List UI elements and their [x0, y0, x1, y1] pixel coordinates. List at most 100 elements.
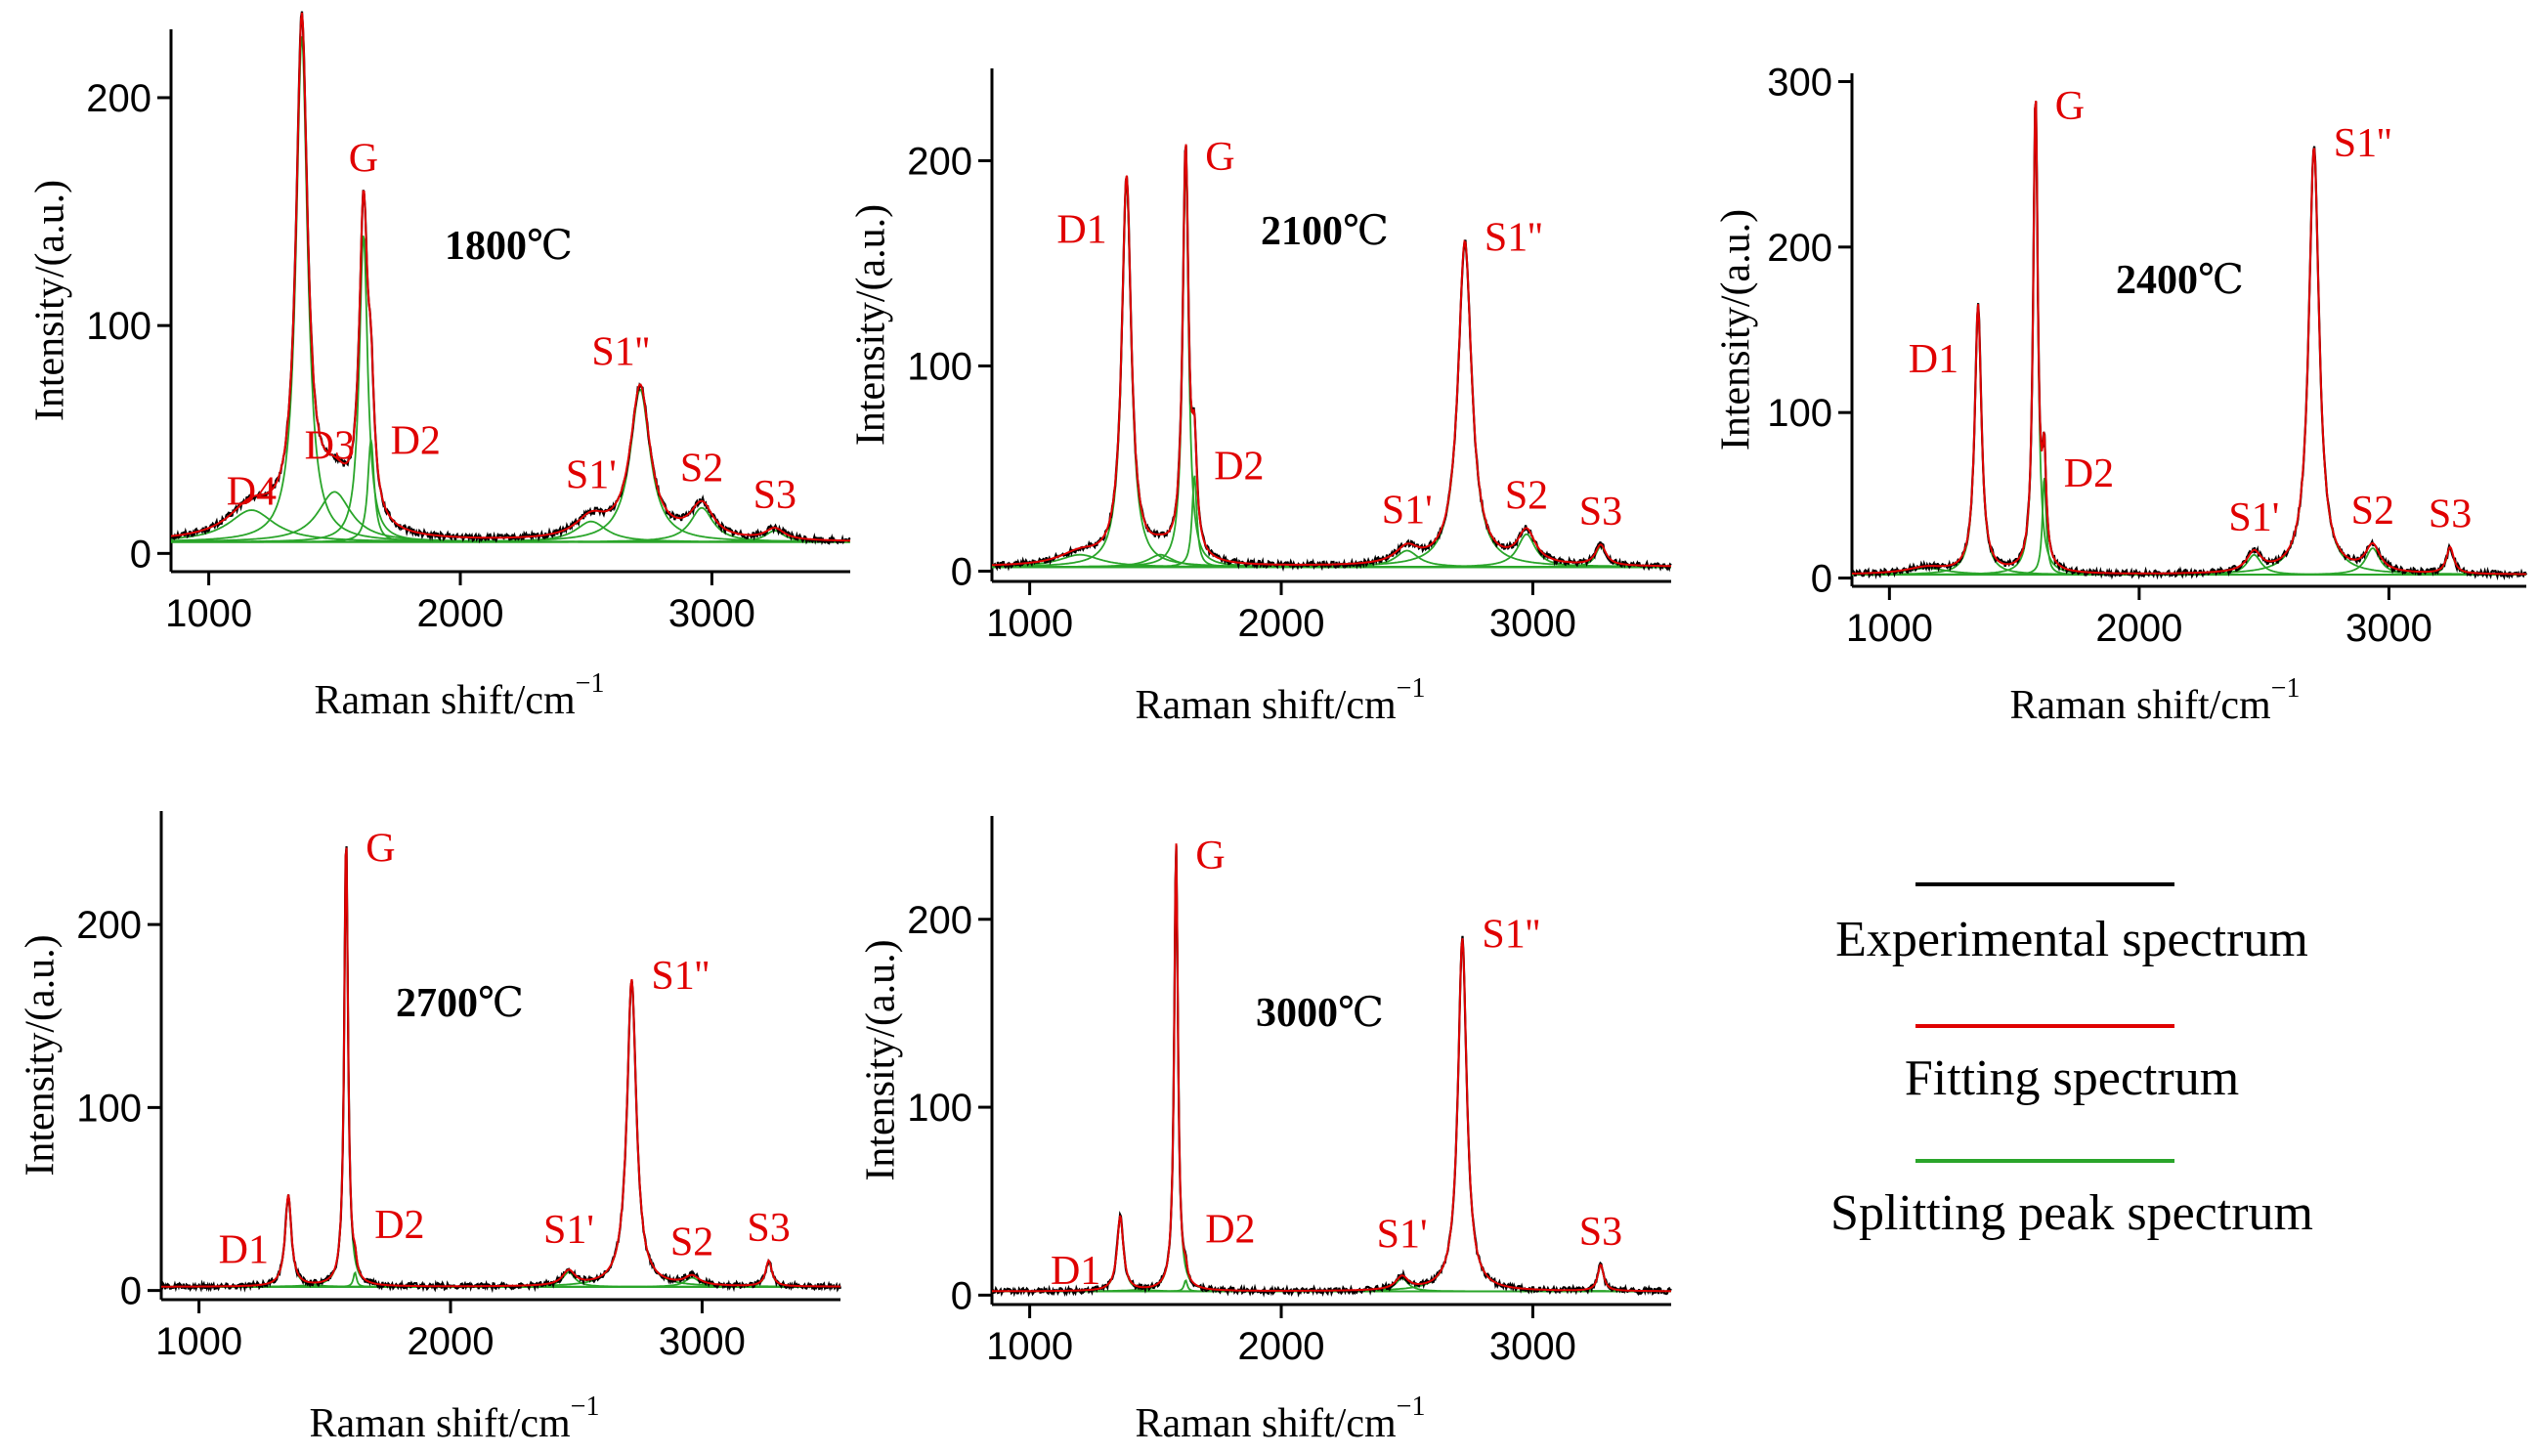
y-tick-label: 0 — [951, 551, 972, 594]
fitting-spectrum — [170, 12, 850, 542]
legend-label-splitting: Splitting peak spectrum — [1830, 1185, 2313, 1241]
x-axis-title-superscript: −1 — [2271, 673, 2301, 704]
experimental-spectrum — [991, 845, 1672, 1298]
peak-label-S3: S3 — [1579, 490, 1622, 535]
x-axis-title-superscript: −1 — [576, 668, 605, 699]
y-tick-label: 100 — [76, 1087, 142, 1130]
experimental-spectrum — [170, 11, 851, 546]
fitting-spectrum — [1851, 100, 2526, 576]
peak-label-S1p: S1' — [566, 453, 617, 498]
x-axis-title-superscript: −1 — [1397, 1392, 1426, 1422]
peak-label-G: G — [1195, 834, 1225, 878]
legend: Experimental spectrum Fitting spectrum S… — [1830, 882, 2313, 1241]
fitting-spectrum — [991, 843, 1671, 1293]
peak-label-G: G — [366, 826, 395, 871]
peak-label-D4: D4 — [227, 470, 277, 515]
splitting-peak-S3 — [992, 545, 1671, 569]
experimental-spectrum — [160, 846, 842, 1294]
peak-label-S2: S2 — [680, 447, 723, 492]
splitting-peak-D2 — [1852, 477, 2526, 576]
temperature-unit: ℃ — [2198, 258, 2244, 303]
peak-label-S1pp: S1'' — [2334, 121, 2392, 166]
x-axis-title-superscript: −1 — [1397, 673, 1426, 704]
temperature-value: 1800 — [445, 224, 527, 269]
y-tick-label: 100 — [907, 1087, 972, 1130]
chart-panel-1800: 0 100 200 1000 2000 3000 Intensity/(a.u.) Raman… — [28, 0, 851, 723]
y-tick-label: 0 — [120, 1270, 142, 1313]
temperature-unit: ℃ — [1343, 209, 1389, 254]
peak-label-D1: D1 — [1051, 1249, 1100, 1294]
x-tick-label: 1000 — [165, 592, 252, 635]
peak-label-S1pp: S1'' — [1482, 913, 1540, 958]
fitting-spectrum — [161, 847, 840, 1288]
peak-label-S2: S2 — [2351, 489, 2394, 534]
chart-panel-3000: 0 100 200 1000 2000 3000 Intensity/(a.u.) Raman… — [859, 816, 1672, 1446]
temperature-value: 3000 — [1256, 991, 1338, 1036]
y-axis-title: Intensity/(a.u.) — [19, 934, 64, 1176]
x-axis-title-superscript: −1 — [571, 1392, 600, 1422]
temperature-value: 2400 — [2116, 258, 2198, 303]
y-axis-title: Intensity/(a.u.) — [1714, 209, 1759, 450]
legend-label-experimental: Experimental spectrum — [1835, 912, 2308, 967]
splitting-peak-D1 — [171, 36, 850, 543]
temperature-label: 2700℃ — [396, 981, 524, 1026]
y-tick-label: 300 — [1767, 61, 1832, 104]
temperature-value: 2100 — [1261, 209, 1343, 254]
y-tick-label: 0 — [130, 533, 151, 576]
temperature-value: 2700 — [396, 981, 478, 1026]
peak-label-S1p: S1' — [1382, 488, 1433, 533]
y-tick-label: 100 — [86, 305, 151, 348]
peak-label-D1: D1 — [1056, 208, 1106, 253]
x-tick-label: 3000 — [1489, 602, 1576, 645]
splitting-peak-G — [992, 844, 1671, 1293]
legend-label-fitting: Fitting spectrum — [1905, 1050, 2239, 1106]
peak-label-D1: D1 — [277, 0, 326, 3]
splitting-peak-D2 — [992, 475, 1671, 569]
x-tick-label: 3000 — [668, 592, 755, 635]
temperature-label: 3000℃ — [1256, 991, 1384, 1036]
peak-label-G: G — [1205, 135, 1234, 180]
temperature-unit: ℃ — [478, 981, 524, 1026]
peak-label-S2: S2 — [1505, 473, 1548, 518]
y-axis-title: Intensity/(a.u.) — [859, 939, 904, 1180]
x-tick-label: 1000 — [986, 602, 1073, 645]
x-tick-label: 1000 — [155, 1320, 242, 1363]
x-axis-title: Raman shift/cm−1 — [1136, 1392, 1426, 1446]
peak-label-S1p: S1' — [543, 1208, 594, 1253]
y-tick-label: 100 — [907, 346, 972, 389]
y-tick-label: 0 — [1811, 558, 1832, 601]
y-axis-title: Intensity/(a.u.) — [849, 204, 894, 446]
y-tick-label: 200 — [86, 77, 151, 120]
peak-label-S3: S3 — [2429, 492, 2472, 537]
x-tick-label: 3000 — [2345, 607, 2432, 650]
temperature-unit: ℃ — [1338, 991, 1384, 1036]
y-axis-title: Intensity/(a.u.) — [28, 180, 73, 421]
chart-panel-2100: 0 100 200 1000 2000 3000 Intensity/(a.u.) Raman… — [849, 68, 1672, 728]
splitting-peak-G — [161, 848, 840, 1288]
peak-label-S3: S3 — [1579, 1210, 1622, 1255]
y-tick-label: 100 — [1767, 392, 1832, 435]
temperature-label: 2100℃ — [1261, 209, 1389, 254]
fitting-spectrum — [991, 144, 1671, 568]
y-tick-label: 200 — [907, 899, 972, 942]
peak-label-S2: S2 — [670, 1220, 713, 1265]
x-tick-label: 3000 — [1489, 1325, 1576, 1368]
x-tick-label: 2000 — [1238, 1325, 1325, 1368]
y-tick-label: 0 — [951, 1274, 972, 1317]
peak-label-S3: S3 — [747, 1206, 790, 1251]
peak-label-D2: D2 — [374, 1203, 424, 1248]
x-tick-label: 2000 — [2095, 607, 2182, 650]
peak-label-G: G — [349, 136, 378, 181]
x-tick-label: 1000 — [1846, 607, 1933, 650]
chart-panel-2700: 0 100 200 1000 2000 3000 Intensity/(a.u.) Raman… — [19, 811, 842, 1446]
peak-label-D3: D3 — [305, 424, 355, 469]
temperature-unit: ℃ — [527, 224, 573, 269]
x-tick-label: 1000 — [986, 1325, 1073, 1368]
splitting-peak-S3 — [171, 530, 850, 543]
x-axis-title: Raman shift/cm−1 — [315, 668, 605, 723]
peak-label-D2: D2 — [1205, 1208, 1255, 1253]
x-tick-label: 2000 — [408, 1320, 495, 1363]
peak-label-S1pp: S1'' — [591, 329, 650, 374]
temperature-label: 2400℃ — [2116, 258, 2244, 303]
peak-label-S1pp: S1'' — [1485, 215, 1543, 260]
